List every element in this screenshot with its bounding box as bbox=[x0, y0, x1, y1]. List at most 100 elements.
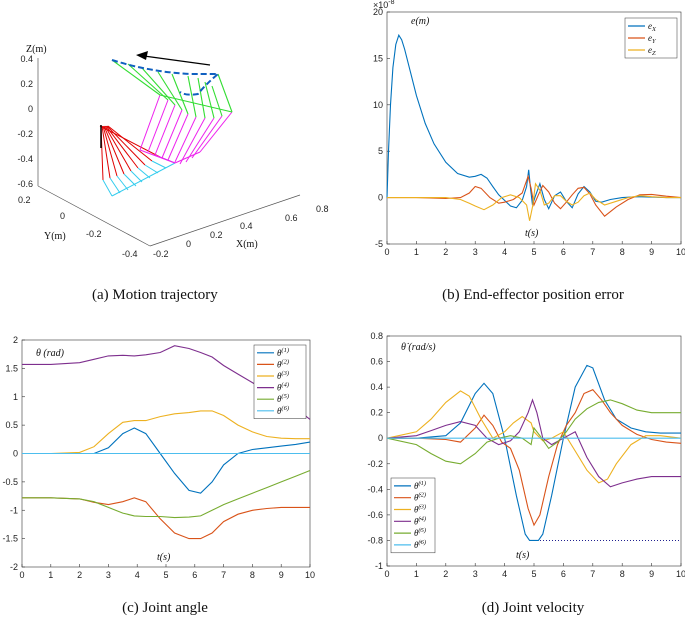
legend-entry-2: θ(2) bbox=[277, 358, 289, 369]
x-tick-label: 10 bbox=[305, 570, 315, 580]
series-line-ex bbox=[386, 33, 681, 211]
y-tick-label: 20 bbox=[373, 7, 383, 17]
x-tick-label: 6 bbox=[561, 247, 566, 257]
x-tick-label: 0.2 bbox=[210, 230, 223, 240]
y-tick-label: 10 bbox=[373, 100, 383, 110]
panel-a-y-tick-labels: 0.2 0 -0.2 -0.4 bbox=[18, 195, 138, 259]
x-tick-label: 5 bbox=[163, 570, 168, 580]
x-tick-label: 4 bbox=[502, 247, 507, 257]
legend-box bbox=[390, 477, 436, 554]
x-tick-label: 0.4 bbox=[240, 221, 253, 231]
y-axis-label: Y(m) bbox=[44, 231, 66, 242]
x-tick-label: 10 bbox=[676, 569, 685, 579]
x-tick-label: 1 bbox=[48, 570, 53, 580]
y-tick-label: -0.2 bbox=[367, 459, 383, 469]
y-tick-label: -0.2 bbox=[86, 229, 102, 239]
series-line-ez bbox=[387, 182, 681, 221]
legend-entry-1: θ(1) bbox=[277, 347, 289, 358]
legend-entry-5: θ̇(5) bbox=[414, 527, 426, 538]
y-tick-label: 1 bbox=[13, 392, 18, 402]
legend-entry-4: θ(4) bbox=[277, 382, 289, 393]
x-tick-label: 5 bbox=[531, 569, 536, 579]
x-tick-label: 0 bbox=[186, 239, 191, 249]
y-tick-label: 0.2 bbox=[18, 195, 31, 205]
series-line-ey bbox=[387, 174, 682, 217]
legend-entry-3: eZ bbox=[648, 45, 656, 57]
x-tick-label: 9 bbox=[279, 570, 284, 580]
y-axis-label: e(m) bbox=[411, 16, 430, 27]
series-line-2 bbox=[387, 389, 682, 527]
x-tick-label: 8 bbox=[620, 569, 625, 579]
legend-entry-2: eY bbox=[648, 33, 657, 45]
y-tick-label: 0.4 bbox=[370, 382, 383, 392]
series-line-4 bbox=[386, 398, 681, 488]
x-tick-label: 0 bbox=[384, 247, 389, 257]
panel-caption: (d) Joint velocity bbox=[482, 600, 585, 616]
trajectory-links-green bbox=[111, 59, 233, 119]
x-tick-label: 4 bbox=[135, 570, 140, 580]
x-tick-label: 4 bbox=[502, 569, 507, 579]
z-tick-label: 0.2 bbox=[20, 79, 33, 89]
legend-box bbox=[253, 344, 307, 419]
y-tick-label: 15 bbox=[373, 53, 383, 63]
x-tick-label: 9 bbox=[649, 247, 654, 257]
y-tick-label: 0.2 bbox=[370, 408, 383, 418]
x-axis-label: t(s) bbox=[157, 552, 171, 563]
panel-caption: (b) End-effector position error bbox=[442, 287, 624, 303]
legend-entry-6: θ̇(6) bbox=[414, 539, 426, 550]
y-tick-label: 0 bbox=[378, 433, 383, 443]
x-axis-label: t(s) bbox=[525, 228, 539, 239]
y-tick-label: 2 bbox=[13, 335, 18, 345]
y-tick-label: -2 bbox=[10, 562, 18, 572]
y-tick-label: 1.5 bbox=[5, 363, 18, 373]
y-tick-label: -1 bbox=[10, 505, 18, 515]
y-tick-label: -0.4 bbox=[367, 484, 383, 494]
x-tick-label: 7 bbox=[221, 570, 226, 580]
legend-entry-1: θ̇(1) bbox=[414, 480, 426, 491]
series-line-3 bbox=[386, 390, 682, 484]
legend-entry-5: θ(5) bbox=[277, 393, 289, 404]
x-tick-label: 5 bbox=[531, 247, 536, 257]
panel-a-3d-axes bbox=[37, 58, 301, 247]
x-tick-label: 0.6 bbox=[285, 213, 298, 223]
series-line-5 bbox=[22, 469, 311, 519]
y-tick-label: 0 bbox=[378, 193, 383, 203]
panel-a-motion-trajectory: 0.4 0.2 0 -0.2 -0.4 -0.6 Z(m) 0.2 0 -0.2… bbox=[17, 44, 328, 303]
y-axis-label: θ̇ (rad/s) bbox=[401, 342, 436, 353]
panel-caption: (c) Joint angle bbox=[122, 600, 208, 616]
x-tick-label: 3 bbox=[473, 247, 478, 257]
z-tick-label: 0.4 bbox=[20, 54, 33, 64]
z-tick-label: 0 bbox=[28, 104, 33, 114]
y-tick-label: -1.5 bbox=[2, 534, 18, 544]
y-tick-label: 0.8 bbox=[370, 331, 383, 341]
panel-b-position-error: 0 1 2 3 4 5 6 7 8 9 10-505101520×10-8e(m)t(s)eXeYe… bbox=[373, 0, 685, 303]
panel-c-joint-angle: 0 1 2 3 4 5 6 7 8 9 10 -2 -1.5 -1 -0.5 0 0.5 1 1.5 2 θ (rad)… bbox=[2, 335, 315, 616]
legend-entry-6: θ(6) bbox=[277, 405, 289, 416]
y-tick-label: 0.5 bbox=[5, 420, 18, 430]
x-tick-label: 0 bbox=[384, 569, 389, 579]
panel-a-z-tick-labels: 0.4 0.2 0 -0.2 -0.4 -0.6 bbox=[17, 54, 33, 189]
panel-a-x-tick-labels: -0.2 0 0.2 0.4 0.6 0.8 bbox=[153, 204, 329, 259]
legend-entry-4: θ̇(4) bbox=[414, 515, 426, 526]
z-tick-label: -0.2 bbox=[17, 129, 33, 139]
x-tick-label: 9 bbox=[649, 569, 654, 579]
x-tick-label: 8 bbox=[250, 570, 255, 580]
x-axis-label: X(m) bbox=[236, 239, 258, 250]
y-tick-label: -0.8 bbox=[367, 535, 383, 545]
legend-entry-2: θ̇(2) bbox=[414, 492, 426, 503]
series-line-2 bbox=[22, 497, 310, 540]
x-tick-label: 2 bbox=[443, 569, 448, 579]
x-tick-label: -0.2 bbox=[153, 249, 169, 259]
series-line-5 bbox=[386, 399, 681, 465]
trajectory-links-magenta bbox=[139, 94, 233, 165]
series-line-3 bbox=[22, 410, 310, 455]
y-tick-label: 0.6 bbox=[370, 357, 383, 367]
x-tick-label: 2 bbox=[77, 570, 82, 580]
x-tick-label: 1 bbox=[414, 569, 419, 579]
x-tick-label: 0 bbox=[19, 570, 24, 580]
z-axis-label: Z(m) bbox=[26, 44, 47, 55]
end-effector-path bbox=[111, 59, 221, 96]
axis-exponent-label: ×10-8 bbox=[373, 0, 395, 10]
z-tick-label: -0.4 bbox=[17, 154, 33, 164]
y-tick-label: -0.6 bbox=[367, 510, 383, 520]
